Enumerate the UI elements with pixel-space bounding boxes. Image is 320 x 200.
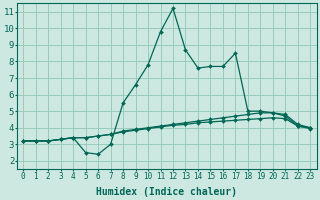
X-axis label: Humidex (Indice chaleur): Humidex (Indice chaleur)	[96, 186, 237, 197]
